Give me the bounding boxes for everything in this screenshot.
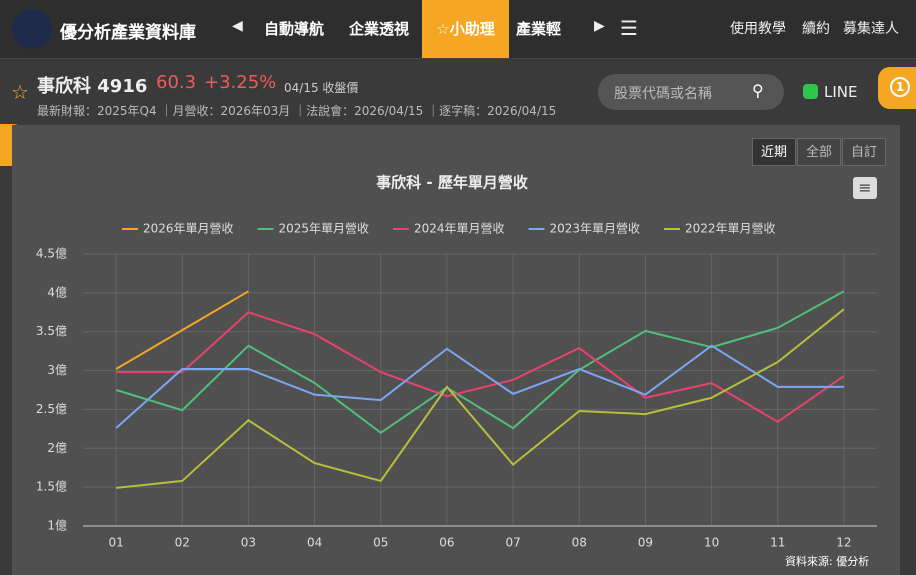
search-placeholder: 股票代碼或名稱 — [614, 86, 712, 102]
menu-icon[interactable]: ☰ — [620, 16, 638, 40]
source: 資料來源: 優分析 — [785, 555, 870, 568]
series-line — [115, 290, 845, 434]
info-item: 逐字稿：2026/04/15 — [439, 104, 557, 118]
series-line — [116, 311, 845, 424]
stock-price: 60.3 — [156, 72, 197, 93]
range-button[interactable]: 自訂 — [842, 138, 886, 166]
line-icon[interactable] — [803, 84, 818, 99]
brand[interactable]: 優分析產業資料庫 — [60, 23, 196, 43]
nav-item[interactable]: 產業輕 — [516, 20, 562, 38]
series-line — [115, 344, 844, 429]
x-tick-label: 06 — [439, 536, 454, 550]
range-button[interactable]: 近期 — [752, 138, 796, 166]
y-tick-label: 2億 — [47, 441, 67, 455]
stock-date: 04/15 收盤價 — [284, 81, 359, 95]
y-tick-label: 1.5億 — [36, 480, 67, 494]
x-tick-label: 05 — [373, 536, 388, 550]
x-tick-label: 11 — [770, 536, 785, 550]
legend-label: 2024年單月營收 — [414, 222, 505, 236]
x-tick-label: 10 — [704, 536, 719, 550]
series-line — [115, 308, 845, 489]
info-item: 法說會：2026/04/15 — [306, 104, 424, 118]
nav-label: 小助理 — [449, 20, 495, 38]
stock-title: 事欣科 4916 — [37, 72, 147, 98]
x-tick-label: 07 — [505, 536, 520, 550]
nav-item[interactable]: 自動導航 — [263, 20, 324, 38]
favorite-star[interactable]: ☆ — [11, 80, 29, 104]
nav-next[interactable]: ▶ — [594, 18, 605, 34]
series-line — [115, 290, 249, 370]
y-tick-label: 3.5億 — [36, 324, 67, 338]
chart-menu[interactable]: ≡ — [853, 177, 877, 199]
nav-bar: 優分析產業資料庫 ◀ 自動導航 企業透視 ☆小助理 產業輕 ▶ ☰ 使用教學 續… — [0, 0, 916, 59]
x-tick-label: 08 — [572, 536, 587, 550]
x-tick-label: 01 — [108, 536, 123, 550]
info-item: 最新財報：2025年Q4 — [37, 104, 157, 118]
top-link[interactable]: 續約 — [802, 21, 830, 37]
range-button[interactable]: 全部 — [797, 138, 841, 166]
stock-change: +3.25% — [204, 72, 277, 93]
legend-label: 2022年單月營收 — [685, 222, 776, 236]
notice-tab[interactable]: 1 — [878, 67, 916, 109]
y-tick-label: 2.5億 — [36, 402, 67, 416]
logo[interactable] — [12, 9, 52, 49]
legend-label: 2025年單月營收 — [279, 222, 370, 236]
y-tick-label: 4億 — [47, 285, 67, 299]
top-link[interactable]: 募集達人 — [843, 21, 899, 37]
y-tick-label: 3億 — [47, 363, 67, 377]
nav-item[interactable]: 企業透視 — [348, 20, 409, 38]
legend-label: 2023年單月營收 — [550, 222, 641, 236]
chart-title: 事欣科 - 歷年單月營收 — [376, 174, 528, 192]
badge: 1 — [890, 77, 910, 97]
chart-panel — [12, 125, 900, 575]
stock-name: 事欣科 — [37, 76, 91, 97]
x-tick-label: 03 — [241, 536, 256, 550]
nav-prev[interactable]: ◀ — [232, 18, 243, 34]
x-tick-label: 12 — [836, 536, 851, 550]
legend-label: 2026年單月營收 — [143, 222, 234, 236]
search-icon: ⚲ — [752, 81, 764, 100]
info-item: 月營收：2026年03月 — [172, 104, 291, 118]
x-tick-label: 04 — [307, 536, 322, 550]
top-link[interactable]: 使用教學 — [730, 21, 786, 37]
y-tick-label: 1億 — [47, 519, 67, 533]
y-tick-label: 4.5億 — [36, 247, 67, 261]
nav-item-active[interactable]: ☆小助理 — [422, 0, 509, 58]
stock-code: 4916 — [97, 76, 148, 97]
x-tick-label: 09 — [638, 536, 653, 550]
search-box[interactable]: 股票代碼或名稱 ⚲ — [598, 74, 784, 110]
x-tick-label: 02 — [175, 536, 190, 550]
stock-info: 最新財報：2025年Q4 ｜月營收：2026年03月 ｜法說會：2026/04/… — [37, 104, 557, 118]
line-button[interactable]: LINE — [824, 83, 858, 101]
